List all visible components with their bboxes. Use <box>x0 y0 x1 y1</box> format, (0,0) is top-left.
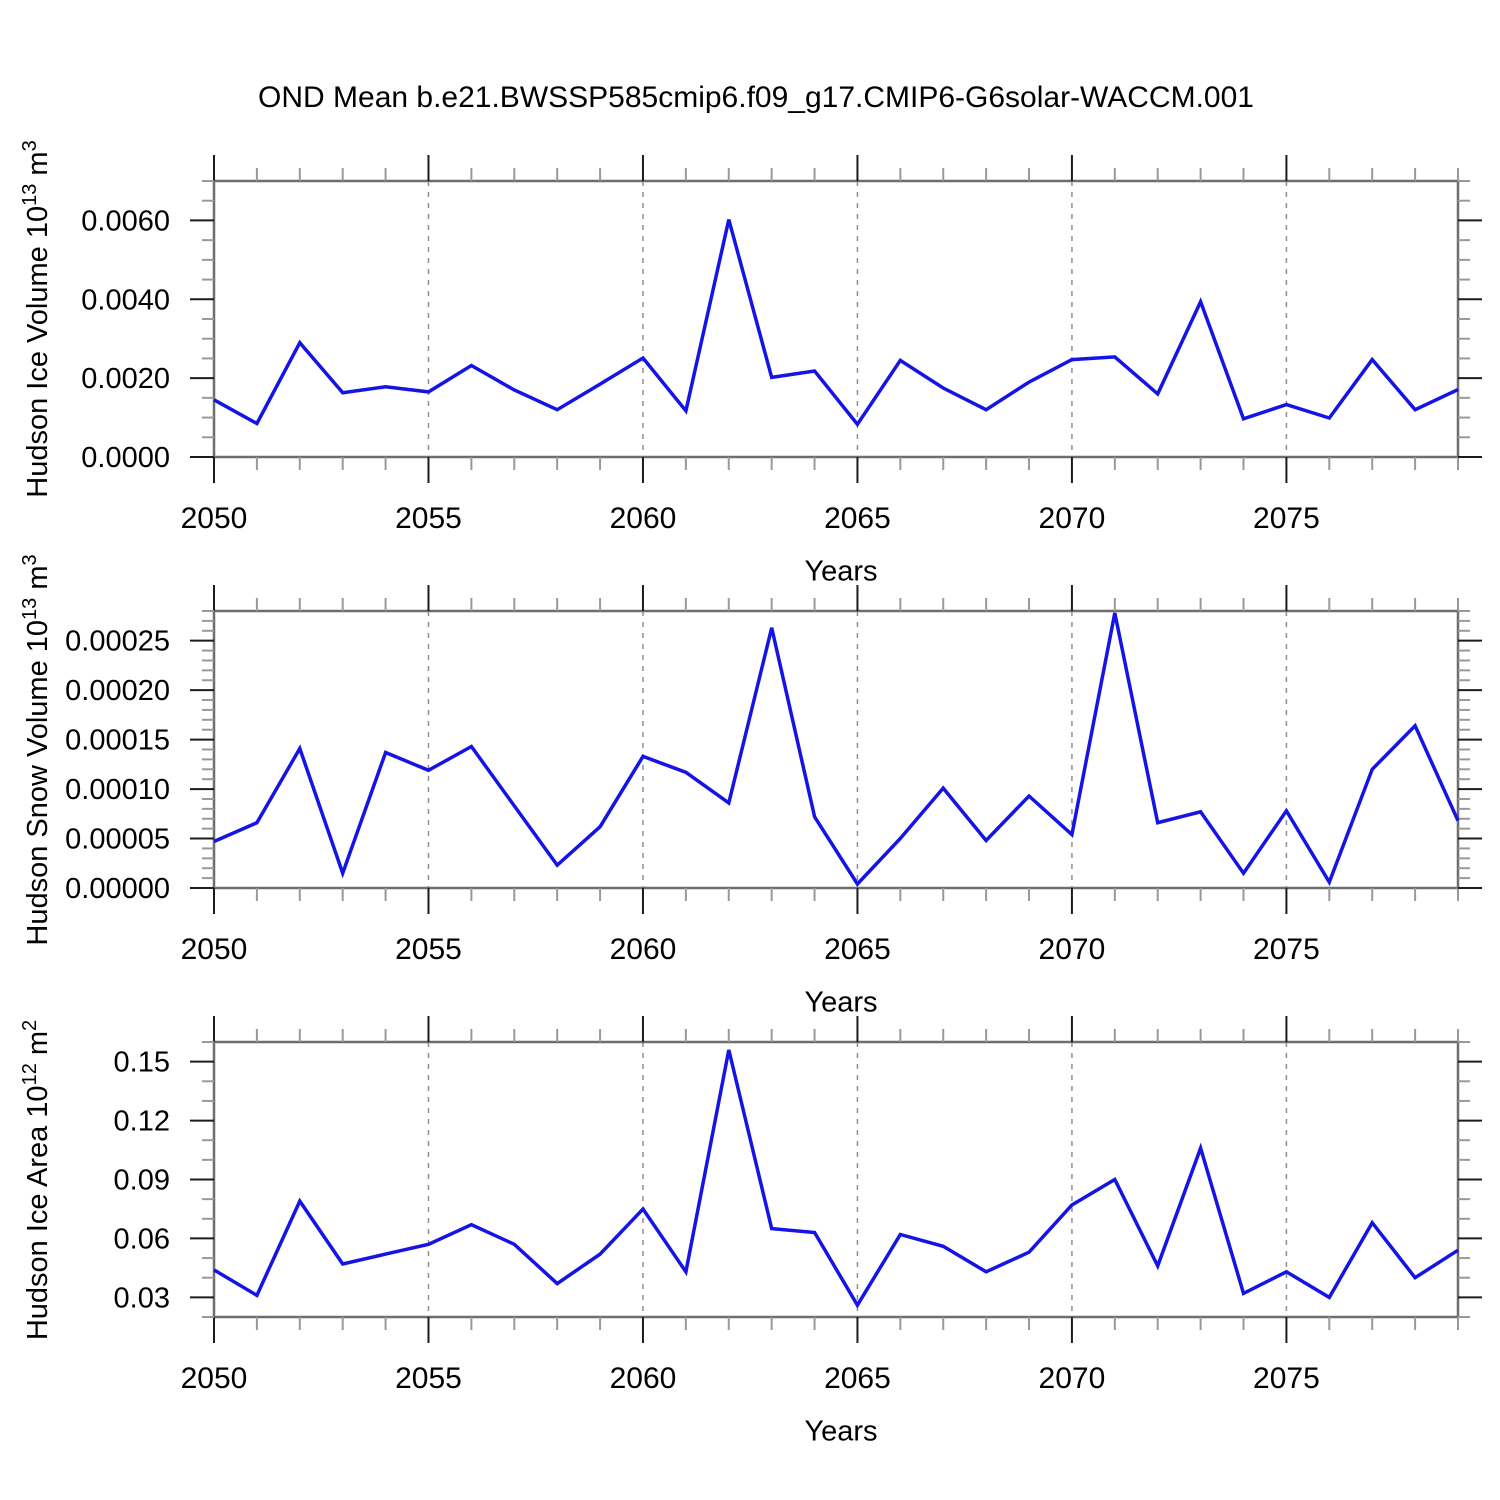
y-tick-label: 0.00020 <box>65 675 170 707</box>
y-axis-title-unit-exponent: 3 <box>19 554 42 566</box>
hudson-snow-volume-frame <box>212 609 1460 890</box>
x-tick-label: 2050 <box>181 933 248 966</box>
x-tick-label: 2060 <box>610 1362 677 1395</box>
y-axis-title-unit: m <box>21 565 54 598</box>
y-tick-label: 0.00010 <box>65 774 170 806</box>
hudson-ice-volume-frame <box>212 179 1460 459</box>
hudson-ice-volume-series-line <box>213 219 1459 428</box>
y-axis-title-exponent: 13 <box>19 183 42 206</box>
x-tick-label: 2060 <box>610 933 677 966</box>
x-tick-label: 2065 <box>824 933 891 966</box>
x-axis-title-ice-volume: Years <box>804 555 878 588</box>
x-tick-label: 2060 <box>610 502 677 535</box>
y-axis-title-text: Hudson Snow Volume 10 <box>21 619 54 946</box>
y-tick-label: 0.00015 <box>65 725 170 757</box>
y-tick-label: 0.09 <box>114 1165 170 1197</box>
y-axis-title-text: Hudson Ice Area 10 <box>21 1085 54 1341</box>
y-tick-label: 0.0000 <box>81 442 170 474</box>
hudson-snow-volume-series-line <box>213 612 1460 887</box>
x-tick-label: 2055 <box>395 502 462 535</box>
y-tick-label: 0.00025 <box>65 626 170 658</box>
y-tick-label: 0.0040 <box>81 284 170 316</box>
x-tick-label: 2055 <box>395 1362 462 1395</box>
x-tick-label: 2070 <box>1039 502 1106 535</box>
y-tick-label: 0.0020 <box>81 363 170 395</box>
y-axis-title-unit-exponent: 3 <box>19 140 42 152</box>
y-tick-label: 0.00000 <box>65 873 170 905</box>
x-tick-label: 2075 <box>1253 502 1320 535</box>
x-tick-label: 2050 <box>181 1362 248 1395</box>
x-axis-title-snow-volume: Years <box>804 986 878 1019</box>
y-axis-title-unit: m <box>21 151 54 184</box>
y-tick-label: 0.0060 <box>81 205 170 237</box>
y-tick-label: 0.15 <box>114 1047 170 1079</box>
x-tick-label: 2065 <box>824 502 891 535</box>
y-tick-label: 0.12 <box>114 1106 170 1138</box>
x-tick-label: 2050 <box>181 502 248 535</box>
hudson-ice-area-series-line <box>213 1049 1459 1309</box>
y-axis-title-snow-volume: Hudson Snow Volume 1013 m3 <box>19 554 55 945</box>
y-tick-label: 0.03 <box>114 1282 170 1314</box>
y-tick-label: 0.00005 <box>65 824 170 856</box>
x-tick-label: 2075 <box>1253 1362 1320 1395</box>
x-tick-label: 2075 <box>1253 933 1320 966</box>
x-tick-label: 2055 <box>395 933 462 966</box>
figure-title: OND Mean b.e21.BWSSP585cmip6.f09_g17.CMI… <box>258 81 1254 114</box>
y-axis-title-text: Hudson Ice Volume 10 <box>21 205 54 498</box>
y-axis-title-unit-exponent: 2 <box>19 1019 42 1031</box>
x-tick-label: 2065 <box>824 1362 891 1395</box>
y-axis-title-ice-area: Hudson Ice Area 1012 m2 <box>19 1020 55 1340</box>
y-axis-title-ice-volume: Hudson Ice Volume 1013 m3 <box>19 140 55 497</box>
y-axis-title-exponent: 13 <box>19 597 42 620</box>
hudson-ice-area-frame <box>212 1040 1460 1319</box>
x-axis-title-ice-area: Years <box>804 1415 878 1448</box>
x-tick-label: 2070 <box>1039 933 1106 966</box>
y-axis-title-unit: m <box>21 1030 54 1064</box>
x-tick-label: 2070 <box>1039 1362 1106 1395</box>
y-axis-title-exponent: 12 <box>19 1063 42 1086</box>
y-tick-label: 0.06 <box>114 1223 170 1255</box>
